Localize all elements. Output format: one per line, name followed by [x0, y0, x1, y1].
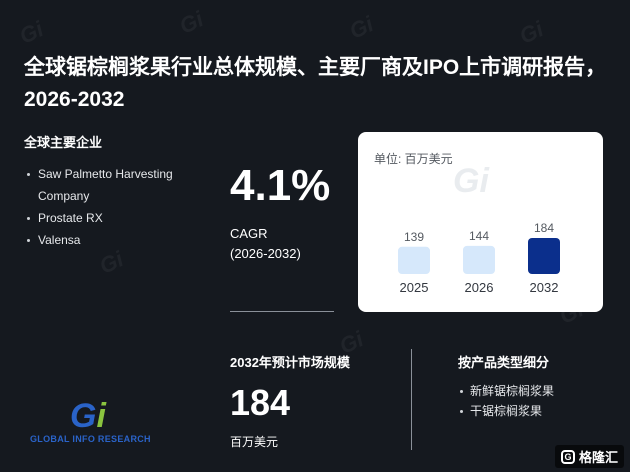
- company-item: Saw Palmetto Harvesting Company: [24, 163, 224, 207]
- logo-letter-i: i: [96, 397, 106, 435]
- value-label: 184: [534, 221, 554, 235]
- segment-list: 新鲜锯棕榈浆果 干锯棕榈浆果: [458, 381, 618, 421]
- watermark-mark: Gi: [515, 16, 548, 49]
- vertical-divider: [411, 349, 412, 450]
- gelonghui-icon: G: [560, 449, 575, 464]
- segment-item: 新鲜锯棕榈浆果: [458, 381, 618, 401]
- unit-label: 单位: 百万美元: [374, 152, 453, 166]
- companies-section: 全球主要企业 Saw Palmetto Harvesting Company P…: [24, 132, 224, 251]
- cagr-value: 4.1%: [230, 161, 331, 210]
- market-block: 2032年预计市场规模 184 百万美元: [230, 352, 400, 450]
- cagr-block: 4.1% CAGR (2026-2032): [230, 160, 350, 264]
- company-item: Valensa: [24, 229, 224, 251]
- category-label: 2026: [465, 280, 494, 295]
- bar-2026: [463, 245, 495, 274]
- logo-mark: Gi: [70, 398, 106, 434]
- bar-2025: [398, 246, 430, 274]
- watermark-mark: Gi: [345, 11, 378, 44]
- watermark-mark: Gi: [95, 246, 128, 279]
- category-label: 2032: [530, 280, 559, 295]
- page-title: 全球锯棕榈浆果行业总体规模、主要厂商及IPO上市调研报告，2026-2032: [24, 56, 607, 111]
- divider: [230, 311, 334, 312]
- watermark-mark: Gi: [15, 16, 48, 49]
- gelonghui-badge: G 格隆汇: [554, 445, 624, 468]
- logo-text: GLOBAL INFO RESEARCH: [30, 434, 151, 444]
- company-list: Saw Palmetto Harvesting Company Prostate…: [24, 163, 224, 251]
- category-label: 2025: [400, 280, 429, 295]
- market-value: 184: [230, 382, 291, 423]
- logo-letter-g: G: [70, 397, 97, 435]
- segment-item: 干锯棕榈浆果: [458, 401, 618, 421]
- bar-chart: 139 2025 144 2026 184 2032: [398, 221, 560, 295]
- global-info-research-logo: Gi GLOBAL INFO RESEARCH: [30, 398, 170, 448]
- cagr-label: CAGR: [230, 226, 268, 241]
- value-label: 144: [469, 229, 489, 243]
- watermark-mark: Gi: [175, 6, 208, 39]
- market-unit: 百万美元: [230, 435, 279, 449]
- gelonghui-text: 格隆汇: [578, 450, 618, 465]
- market-label: 2032年预计市场规模: [230, 355, 350, 370]
- value-label: 139: [404, 230, 424, 244]
- cagr-period: (2026-2032): [230, 246, 301, 261]
- chart-card: Gi 单位: 百万美元 139 2025 144 2026 184 2032: [358, 132, 603, 312]
- segments-heading: 按产品类型细分: [458, 355, 550, 370]
- bar-2032: [528, 238, 560, 274]
- segments-block: 按产品类型细分 新鲜锯棕榈浆果 干锯棕榈浆果: [458, 352, 618, 421]
- companies-heading: 全球主要企业: [24, 135, 103, 150]
- company-item: Prostate RX: [24, 207, 224, 229]
- card-watermark: Gi: [453, 162, 489, 200]
